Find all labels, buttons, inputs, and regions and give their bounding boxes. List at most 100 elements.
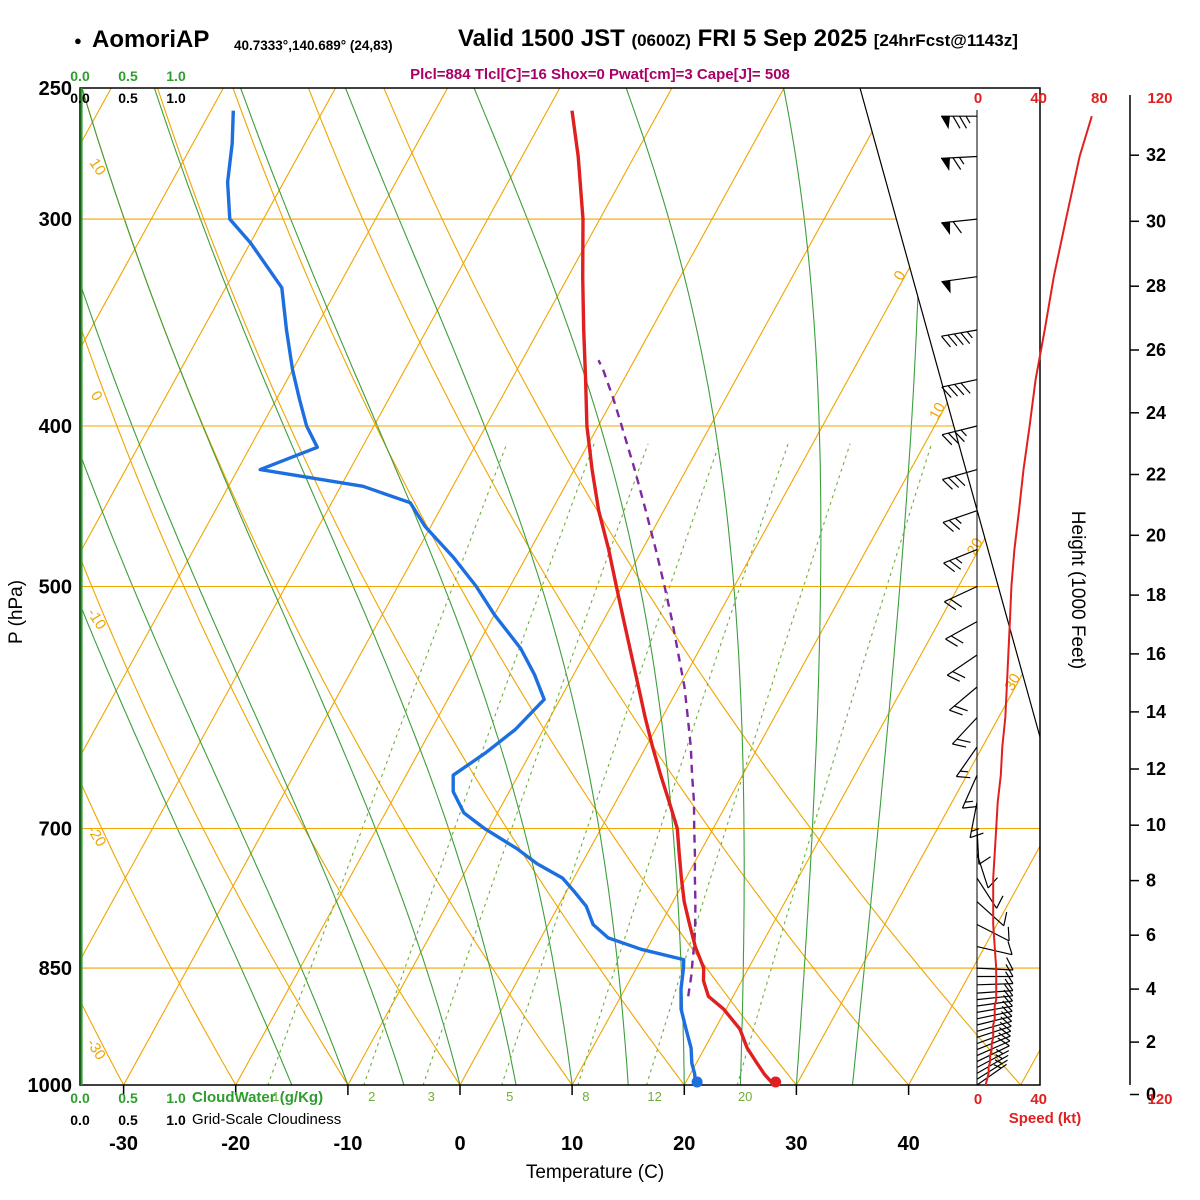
svg-text:12: 12 xyxy=(1146,759,1166,779)
dewpoint-curve xyxy=(225,110,698,1086)
svg-text:120: 120 xyxy=(1147,1091,1172,1108)
svg-text:-10: -10 xyxy=(333,1133,362,1155)
svg-text:300: 300 xyxy=(39,209,72,231)
svg-text:20: 20 xyxy=(1146,525,1166,545)
cloudiness-top-tick-1: 1.0 xyxy=(166,90,186,106)
svg-text:14: 14 xyxy=(1146,702,1166,722)
wind-barbs xyxy=(940,115,1014,1086)
svg-text:80: 80 xyxy=(1091,90,1108,107)
svg-text:-30: -30 xyxy=(109,1133,138,1155)
svg-text:700: 700 xyxy=(39,819,72,841)
surface-dewpoint-dot xyxy=(691,1076,703,1088)
svg-text:400: 400 xyxy=(39,416,72,438)
svg-text:1000: 1000 xyxy=(28,1075,73,1097)
svg-text:8: 8 xyxy=(1146,871,1156,891)
surface-temp-dot xyxy=(770,1076,782,1088)
svg-text:0: 0 xyxy=(974,1091,982,1108)
svg-text:32: 32 xyxy=(1146,145,1166,165)
svg-text:28: 28 xyxy=(1146,276,1166,296)
svg-text:10: 10 xyxy=(926,400,949,423)
svg-text:0: 0 xyxy=(974,90,982,107)
valid-fcst: [24hrFcst@1143z] xyxy=(873,31,1018,50)
svg-text:40: 40 xyxy=(897,1133,919,1155)
svg-text:10: 10 xyxy=(1146,815,1166,835)
svg-text:30: 30 xyxy=(785,1133,807,1155)
svg-text:250: 250 xyxy=(39,78,72,100)
speed-axis-label: Speed (kt) xyxy=(1008,1110,1082,1127)
svg-text:0: 0 xyxy=(1146,1085,1156,1105)
svg-text:850: 850 xyxy=(39,958,72,980)
cloudiness-legend-label: Grid-Scale Cloudiness xyxy=(192,1111,342,1128)
svg-text:0: 0 xyxy=(87,388,106,404)
svg-text:10: 10 xyxy=(561,1133,583,1155)
svg-text:20: 20 xyxy=(673,1133,695,1155)
svg-text:40: 40 xyxy=(1030,1091,1047,1108)
svg-text:1: 1 xyxy=(272,1089,279,1104)
svg-text:6: 6 xyxy=(1146,925,1156,945)
cloudiness-bottom-tick-0: 0.0 xyxy=(70,1112,90,1128)
valid-zulu: (0600Z) xyxy=(631,31,691,50)
svg-text:3: 3 xyxy=(428,1089,435,1104)
svg-text:0: 0 xyxy=(891,268,910,284)
svg-text:30: 30 xyxy=(1001,671,1024,694)
valid-time-title: Valid 1500 JST (0600Z) FRI 5 Sep 2025 [2… xyxy=(458,25,1018,53)
temperature-axis-label: Temperature (C) xyxy=(525,1162,665,1183)
svg-text:26: 26 xyxy=(1146,340,1166,360)
svg-text:2: 2 xyxy=(1146,1032,1156,1052)
valid-date: FRI 5 Sep 2025 xyxy=(690,25,874,52)
temp-tick-labels: -30 -20 -10 0 10 20 30 40 xyxy=(109,1085,920,1155)
station-coordinates: 40.7333°,140.689° (24,83) xyxy=(234,38,393,53)
svg-text:18: 18 xyxy=(1146,585,1166,605)
svg-text:30: 30 xyxy=(1146,211,1166,231)
pressure-tick-labels: 250 300 400 500 700 850 1000 xyxy=(28,78,73,1097)
svg-text:10: 10 xyxy=(86,155,109,178)
background-grid xyxy=(80,88,1040,1085)
svg-text:-30: -30 xyxy=(83,1036,109,1063)
cloudiness-bottom-tick-1: 1.0 xyxy=(166,1112,186,1128)
station-name: AomoriAP xyxy=(92,26,210,53)
cloudwater-bottom-tick-05: 0.5 xyxy=(118,1090,138,1106)
mixing-ratio-labels: 1 2 3 5 8 12 20 xyxy=(272,1089,752,1104)
height-axis-label: Height (1000 Feet) xyxy=(1067,511,1088,669)
clip-diagonal xyxy=(859,87,1041,738)
valid-prefix: Valid 1500 JST xyxy=(458,25,632,52)
stability-indices-line: Plcl=884 Tlcl[C]=16 Shox=0 Pwat[cm]=3 Ca… xyxy=(410,66,790,83)
pressure-axis-label: P (hPa) xyxy=(6,580,27,644)
svg-text:16: 16 xyxy=(1146,644,1166,664)
svg-text:40: 40 xyxy=(1030,90,1047,107)
station-bullet-icon: ● xyxy=(74,33,82,48)
svg-text:12: 12 xyxy=(647,1089,661,1104)
svg-text:2: 2 xyxy=(368,1089,375,1104)
svg-text:-20: -20 xyxy=(83,823,109,850)
svg-text:24: 24 xyxy=(1146,403,1166,423)
svg-text:5: 5 xyxy=(506,1089,513,1104)
svg-text:4: 4 xyxy=(1146,979,1156,999)
svg-text:20: 20 xyxy=(964,535,987,558)
svg-text:120: 120 xyxy=(1147,90,1172,107)
svg-text:500: 500 xyxy=(39,577,72,599)
cloudiness-top-tick-05: 0.5 xyxy=(118,90,138,106)
cloudiness-bottom-tick-05: 0.5 xyxy=(118,1112,138,1128)
cloudiness-top-tick-0: 0.0 xyxy=(70,90,90,106)
cloudwater-bottom-tick-1: 1.0 xyxy=(166,1090,186,1106)
isotherm-inline-labels: 0 10 20 30 xyxy=(891,268,1025,694)
cloudwater-bottom-tick-0: 0.0 xyxy=(70,1090,90,1106)
svg-text:20: 20 xyxy=(738,1089,752,1104)
svg-text:0: 0 xyxy=(454,1133,465,1155)
parcel-curve xyxy=(597,359,697,997)
svg-text:-10: -10 xyxy=(83,605,109,632)
svg-text:22: 22 xyxy=(1146,465,1166,485)
svg-text:8: 8 xyxy=(582,1089,589,1104)
cloudwater-top-tick-1: 1.0 xyxy=(166,68,186,84)
dry-adiabat-inline-labels: 10 0 -10 -20 -30 xyxy=(83,155,109,1063)
svg-text:-20: -20 xyxy=(221,1133,250,1155)
cloudwater-top-tick-0: 0.0 xyxy=(70,68,90,84)
cloudwater-top-tick-05: 0.5 xyxy=(118,68,138,84)
temperature-curve xyxy=(570,110,776,1087)
wind-speed-curve xyxy=(984,115,1093,1086)
cloudwater-legend-label: CloudWater (g/Kg) xyxy=(192,1089,324,1106)
